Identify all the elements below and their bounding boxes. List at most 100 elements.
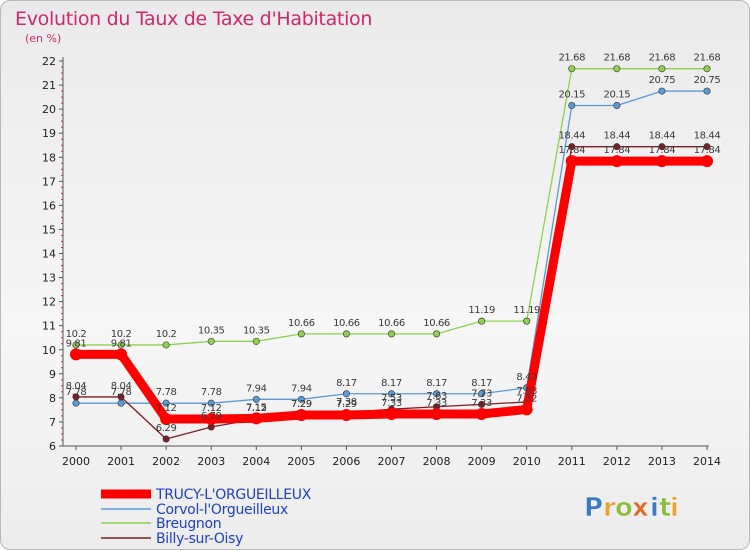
data-label-billy-sur-oisy: 7.83 — [516, 386, 537, 397]
data-label-trucy-l-orgueilleux: 17.84 — [649, 145, 676, 156]
data-label-billy-sur-oisy: 18.44 — [604, 131, 631, 142]
x-tick-label: 2001 — [107, 455, 135, 468]
logo-letter: r — [603, 493, 616, 523]
logo-letter: i — [670, 493, 679, 523]
point-breugnon — [568, 65, 576, 73]
data-label-billy-sur-oisy: 6.29 — [156, 423, 177, 434]
point-trucy-l-orgueilleux — [205, 413, 218, 426]
data-label-trucy-l-orgueilleux: 7.33 — [381, 398, 402, 409]
data-label-trucy-l-orgueilleux: 7.12 — [156, 403, 177, 414]
x-tick-label: 2006 — [332, 455, 360, 468]
legend-label-billy-sur-oisy: Billy-sur-Oisy — [156, 531, 243, 547]
point-corvol-l-orgueilleux — [613, 102, 621, 110]
data-labels: 9.81 9.817.12 7.12 7.15 7.29 7.29 7.33 7.33 7.33… — [66, 53, 721, 434]
point-trucy-l-orgueilleux — [70, 348, 82, 361]
point-breugnon — [162, 341, 170, 349]
data-label-breugnon: 10.66 — [378, 318, 405, 329]
point-corvol-l-orgueilleux — [433, 390, 441, 398]
data-label-breugnon: 21.68 — [604, 53, 631, 64]
data-label-breugnon: 11.19 — [468, 305, 495, 316]
series-layer — [70, 65, 713, 443]
point-breugnon — [252, 337, 260, 345]
point-breugnon — [117, 341, 125, 349]
point-billy-sur-oisy — [72, 393, 80, 401]
point-breugnon — [613, 65, 621, 73]
point-corvol-l-orgueilleux — [297, 395, 305, 403]
data-label-corvol-l-orgueilleux: 20.15 — [558, 90, 585, 101]
point-corvol-l-orgueilleux — [162, 399, 170, 407]
data-label-billy-sur-oisy: 8.04 — [111, 381, 132, 392]
data-label-billy-sur-oisy: 18.44 — [694, 131, 721, 142]
point-trucy-l-orgueilleux — [430, 407, 443, 420]
point-corvol-l-orgueilleux — [703, 87, 711, 95]
y-tick-label: 6 — [49, 440, 56, 453]
point-billy-sur-oisy — [703, 143, 711, 151]
x-tick-label: 2003 — [197, 455, 225, 468]
point-breugnon — [207, 337, 215, 345]
x-tick-label: 2010 — [513, 455, 541, 468]
data-label-billy-sur-oisy: 7.38 — [336, 397, 357, 408]
y-tick-label: 14 — [42, 248, 56, 261]
data-label-trucy-l-orgueilleux: 7.15 — [246, 402, 267, 413]
point-corvol-l-orgueilleux — [252, 395, 260, 403]
point-trucy-l-orgueilleux — [565, 155, 578, 168]
data-label-corvol-l-orgueilleux: 7.78 — [111, 387, 132, 398]
data-label-corvol-l-orgueilleux: 8.42 — [516, 372, 537, 383]
point-breugnon — [478, 317, 486, 325]
point-corvol-l-orgueilleux — [207, 399, 215, 407]
data-label-breugnon: 21.68 — [694, 53, 721, 64]
y-tick-label: 16 — [42, 199, 56, 212]
data-label-breugnon: 10.35 — [243, 325, 270, 336]
point-trucy-l-orgueilleux — [610, 155, 623, 168]
point-corvol-l-orgueilleux — [478, 390, 486, 398]
y-tick-label: 8 — [49, 392, 56, 405]
data-label-corvol-l-orgueilleux: 20.75 — [649, 75, 676, 86]
x-tick-label: 2007 — [378, 455, 406, 468]
point-corvol-l-orgueilleux — [342, 390, 350, 398]
logo-letter: o — [615, 493, 633, 523]
y-tick-label: 9 — [49, 368, 56, 381]
data-label-trucy-l-orgueilleux: 7.12 — [201, 403, 222, 414]
point-trucy-l-orgueilleux — [475, 407, 488, 420]
legend: TRUCY-L'ORGUEILLEUXCorvol-l'OrgueilleuxB… — [101, 487, 312, 547]
point-breugnon — [387, 330, 395, 338]
point-trucy-l-orgueilleux — [655, 155, 668, 168]
y-tick-label: 19 — [42, 127, 56, 140]
x-tick-label: 2008 — [423, 455, 451, 468]
point-billy-sur-oisy — [613, 143, 621, 151]
data-label-corvol-l-orgueilleux: 7.78 — [156, 387, 177, 398]
point-trucy-l-orgueilleux — [385, 407, 398, 420]
point-billy-sur-oisy — [117, 393, 125, 401]
y-tick-label: 22 — [42, 55, 56, 68]
data-label-billy-sur-oisy: 7.12 — [246, 403, 267, 414]
y-tick-label: 12 — [42, 296, 56, 309]
point-billy-sur-oisy — [478, 400, 486, 408]
data-label-breugnon: 10.35 — [198, 325, 225, 336]
data-label-trucy-l-orgueilleux: 7.29 — [336, 399, 357, 410]
point-breugnon — [342, 330, 350, 338]
data-label-breugnon: 10.66 — [288, 318, 315, 329]
data-label-corvol-l-orgueilleux: 8.17 — [426, 378, 447, 389]
data-label-trucy-l-orgueilleux: 17.84 — [604, 145, 631, 156]
point-billy-sur-oisy — [568, 143, 576, 151]
data-label-breugnon: 10.2 — [111, 329, 132, 340]
y-tick-label: 18 — [42, 151, 56, 164]
data-label-breugnon: 21.68 — [558, 53, 585, 64]
data-label-billy-sur-oisy: 7.63 — [426, 391, 447, 402]
data-label-breugnon: 10.66 — [333, 318, 360, 329]
data-label-trucy-l-orgueilleux: 7.33 — [471, 398, 492, 409]
x-tick-label: 2002 — [152, 455, 180, 468]
data-label-trucy-l-orgueilleux: 9.81 — [66, 338, 87, 349]
data-label-corvol-l-orgueilleux: 7.94 — [246, 383, 267, 394]
legend-label-breugnon: Breugnon — [156, 516, 221, 532]
logo-letter: P — [584, 493, 603, 523]
point-trucy-l-orgueilleux — [115, 348, 128, 361]
data-label-billy-sur-oisy: 18.44 — [558, 131, 585, 142]
point-corvol-l-orgueilleux — [568, 102, 576, 110]
data-label-corvol-l-orgueilleux: 8.17 — [471, 378, 492, 389]
point-billy-sur-oisy — [162, 435, 170, 443]
series-line-breugnon — [75, 68, 708, 346]
